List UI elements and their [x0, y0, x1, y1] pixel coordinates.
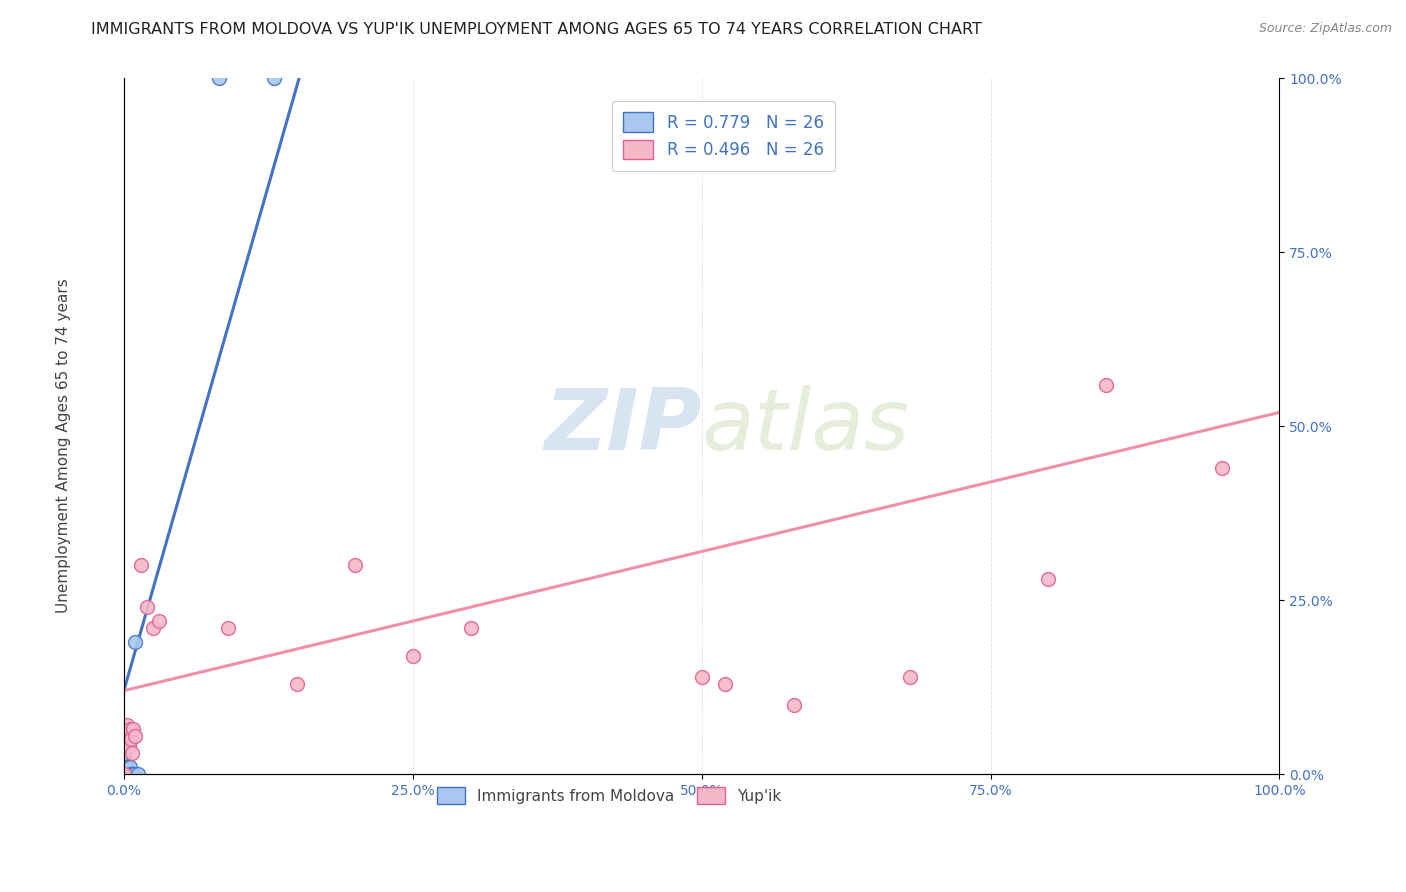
Point: [1038, 572, 1060, 586]
Point: [898, 670, 921, 684]
Point: [124, 635, 146, 649]
Point: [460, 621, 482, 635]
Point: [129, 558, 152, 573]
Point: [120, 732, 142, 747]
Point: [118, 722, 141, 736]
Point: [112, 767, 135, 781]
Point: [117, 767, 139, 781]
Point: [117, 760, 139, 774]
Point: [285, 676, 308, 690]
Point: [217, 621, 239, 635]
Text: IMMIGRANTS FROM MOLDOVA VS YUP'IK UNEMPLOYMENT AMONG AGES 65 TO 74 YEARS CORRELA: IMMIGRANTS FROM MOLDOVA VS YUP'IK UNEMPL…: [91, 22, 983, 37]
Point: [121, 746, 143, 760]
Point: [263, 71, 285, 86]
Point: [118, 760, 141, 774]
Point: [122, 767, 145, 781]
Point: [112, 760, 135, 774]
Point: [208, 71, 231, 86]
Point: [112, 753, 135, 767]
Point: [121, 767, 143, 781]
Point: [783, 698, 806, 712]
Point: [112, 767, 135, 781]
Point: [1211, 461, 1233, 475]
Point: [122, 722, 145, 736]
Point: [115, 732, 138, 747]
Point: [402, 648, 425, 663]
Point: [124, 767, 146, 781]
Point: [117, 767, 139, 781]
Text: ZIP: ZIP: [544, 384, 702, 467]
Point: [121, 767, 143, 781]
Point: [690, 670, 713, 684]
Point: [148, 614, 170, 628]
Point: [117, 767, 139, 781]
Point: [118, 767, 141, 781]
Point: [136, 600, 159, 615]
Point: [112, 767, 135, 781]
Point: [112, 760, 135, 774]
Text: atlas: atlas: [702, 384, 910, 467]
Point: [117, 718, 139, 732]
Point: [112, 746, 135, 760]
Point: [112, 767, 135, 781]
Point: [120, 767, 142, 781]
Point: [112, 767, 135, 781]
Point: [1095, 377, 1118, 392]
Point: [142, 621, 165, 635]
Text: Unemployment Among Ages 65 to 74 years: Unemployment Among Ages 65 to 74 years: [56, 278, 70, 614]
Point: [343, 558, 366, 573]
Point: [112, 767, 135, 781]
Point: [112, 739, 135, 754]
Point: [124, 729, 146, 743]
Legend: Immigrants from Moldova, Yup'ik: Immigrants from Moldova, Yup'ik: [426, 776, 792, 815]
Point: [127, 767, 149, 781]
Point: [713, 676, 735, 690]
Point: [112, 767, 135, 781]
Point: [114, 725, 136, 739]
Text: Source: ZipAtlas.com: Source: ZipAtlas.com: [1258, 22, 1392, 36]
Point: [117, 739, 139, 754]
